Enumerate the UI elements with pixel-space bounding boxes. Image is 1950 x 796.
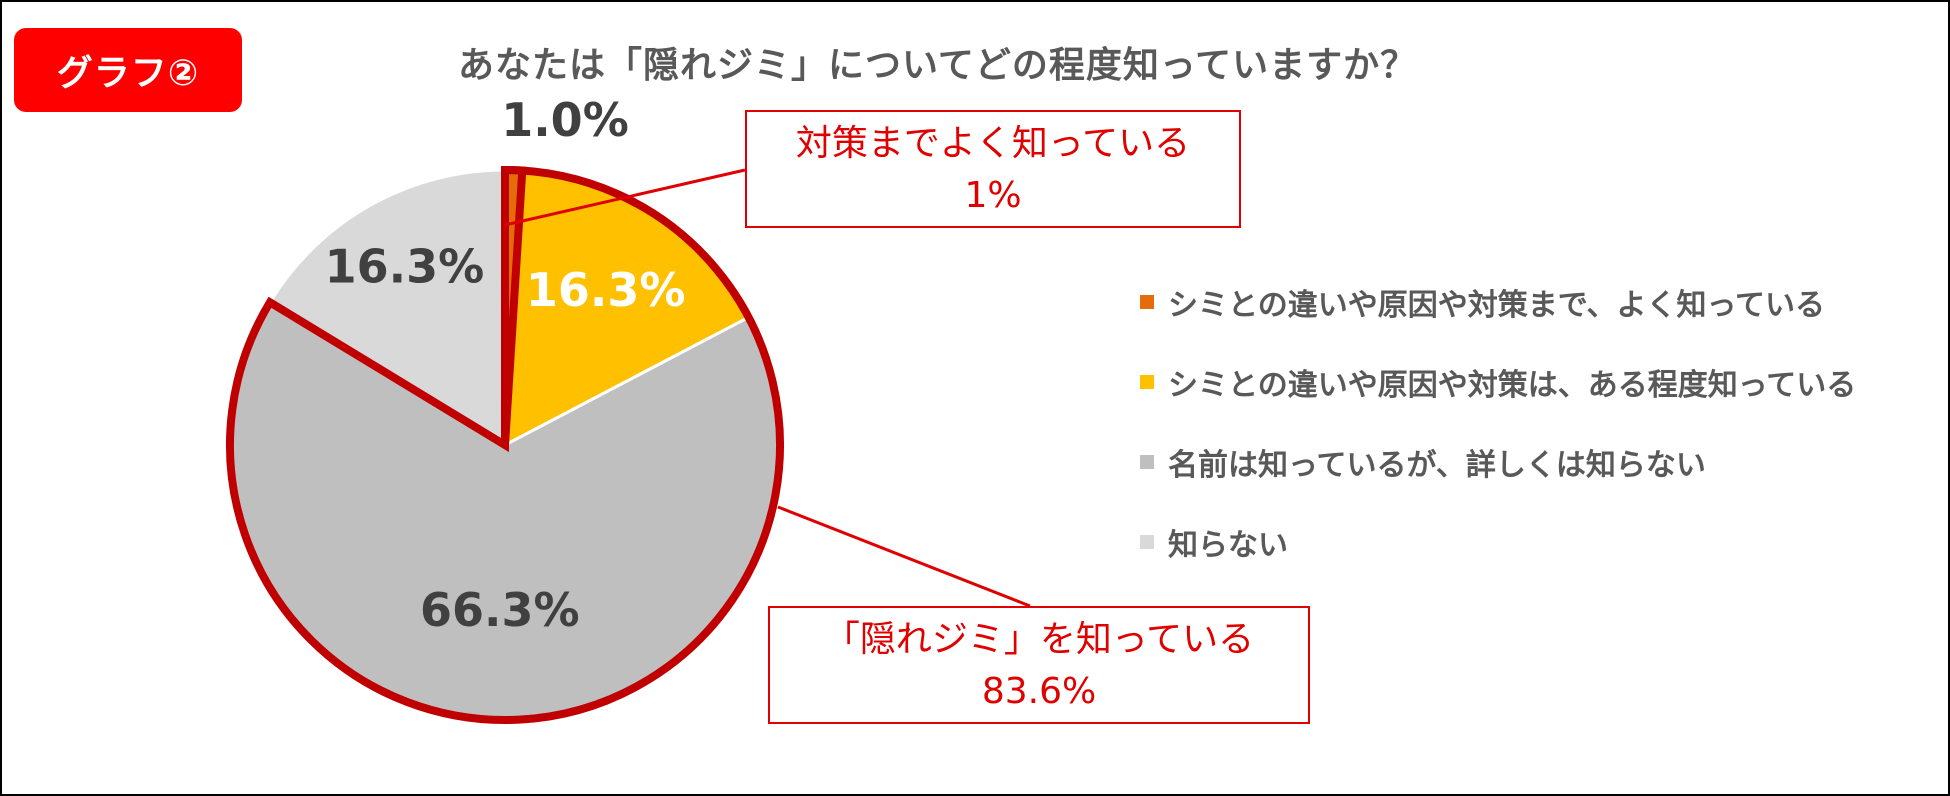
- legend-swatch: [1140, 375, 1154, 389]
- legend-swatch: [1140, 535, 1154, 549]
- chart-title: あなたは「隠れジミ」についてどの程度知っていますか？: [458, 45, 1418, 86]
- callout-top-line2: 1%: [964, 175, 1022, 216]
- legend-item: 知らない: [1140, 502, 1856, 582]
- legend-swatch: [1140, 455, 1154, 469]
- legend-item: 名前は知っているが、詳しくは知らない: [1140, 422, 1856, 502]
- highlight-outline-known: [226, 165, 784, 724]
- legend-label: 知らない: [1168, 528, 1288, 563]
- callout-bottom-line1: 「隠れジミ」を知っている: [823, 619, 1255, 660]
- callout-top-leader: [504, 168, 746, 227]
- data-label: 66.3%: [420, 583, 580, 637]
- data-label: 16.3%: [325, 239, 485, 293]
- callout-bottom: 「隠れジミ」を知っている 83.6%: [768, 606, 1310, 724]
- callout-bottom-leader: [777, 505, 1031, 608]
- legend-label: シミとの違いや原因や対策は、ある程度知っている: [1168, 368, 1857, 403]
- legend-item: シミとの違いや原因や対策まで、よく知っている: [1140, 262, 1856, 342]
- callout-bottom-line2: 83.6%: [981, 671, 1097, 712]
- legend-swatch: [1140, 295, 1154, 309]
- data-label: 1.0%: [501, 93, 629, 147]
- pie-slice: [267, 168, 507, 448]
- legend-label: 名前は知っているが、詳しくは知らない: [1168, 448, 1706, 483]
- legend-item: シミとの違いや原因や対策は、ある程度知っている: [1140, 342, 1856, 422]
- data-label: 16.3%: [526, 263, 686, 317]
- callout-top-line1: 対策までよく知っている: [795, 123, 1191, 164]
- graph-badge: グラフ②: [14, 28, 242, 112]
- callout-top: 対策までよく知っている 1%: [745, 110, 1241, 228]
- legend-label: シミとの違いや原因や対策まで、よく知っている: [1168, 288, 1825, 323]
- chart-legend: シミとの違いや原因や対策まで、よく知っている シミとの違いや原因や対策は、ある程…: [1140, 262, 1856, 582]
